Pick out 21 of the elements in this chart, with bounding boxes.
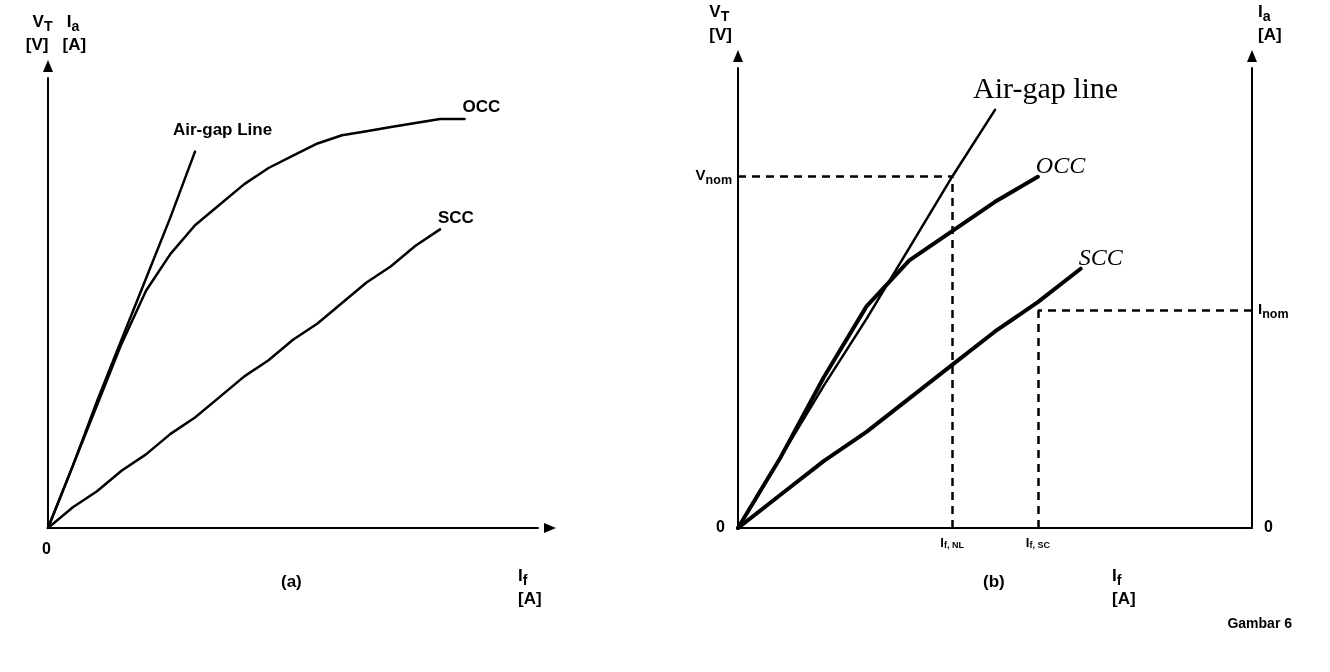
text: 0 xyxy=(1264,517,1273,535)
ref-line-label: V$_{nom}$ xyxy=(695,166,732,188)
x-axis-title: I$_{f}$ [A] xyxy=(1112,566,1136,609)
series-label: Air-gap Line xyxy=(173,120,273,140)
series-label: OCC xyxy=(462,97,501,117)
text: (b) xyxy=(983,572,1005,591)
text: 0 xyxy=(42,539,51,557)
series-label: Air-gap line xyxy=(973,71,1119,105)
ref-line-label: I$_{nom}$ xyxy=(1258,299,1289,322)
y2-axis-title: I$_{a}$ [A] xyxy=(1258,1,1282,44)
series-label: OCC xyxy=(1035,151,1087,178)
x-tick-label: If, SC xyxy=(1025,535,1051,550)
y-axis-title: V$_{T}$ [V] xyxy=(709,1,732,44)
series-label: SCC xyxy=(1078,243,1124,270)
x-tick-label: If, NL xyxy=(940,535,965,550)
y-axis-title: V$_{T}$ I$_{a}$ [V] [A] xyxy=(25,11,87,54)
text: Gambar 6 xyxy=(1227,615,1293,631)
series-label: SCC xyxy=(438,207,474,227)
text: 0 xyxy=(716,517,725,535)
text: (a) xyxy=(281,572,302,591)
x-axis-title: I$_{f}$ [A] xyxy=(518,566,542,609)
